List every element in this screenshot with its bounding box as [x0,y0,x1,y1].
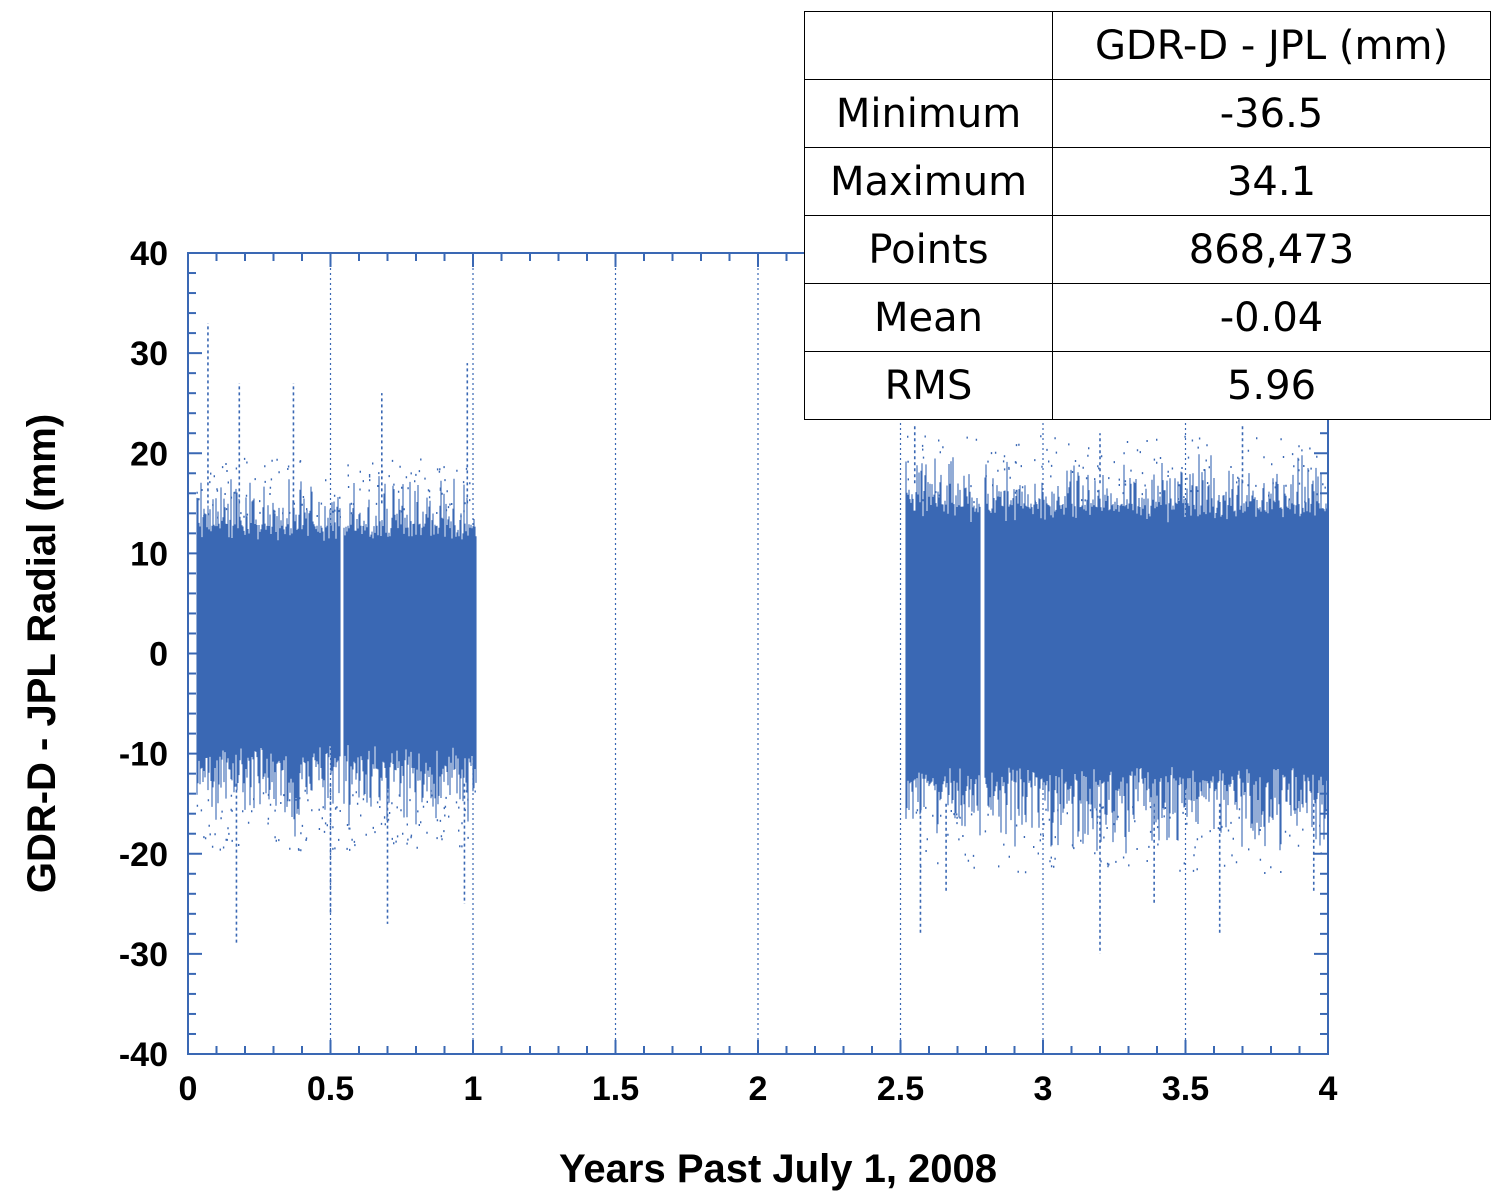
x-tick-labels: 0 0.5 1 1.5 2 2.5 3 3.5 4 [179,1070,1338,1108]
y-axis-title: GDR-D - JPL Radial (mm) [20,414,64,893]
stats-label: Maximum [804,147,1053,216]
x-tick-label: 0.5 [307,1070,354,1108]
y-tick-label: 0 [149,636,168,674]
x-tick-label: 3 [1034,1070,1053,1108]
stats-table: GDR-D - JPL (mm) Minimum -36.5 Maximum 3… [804,11,1491,420]
stats-label: RMS [804,351,1053,420]
stats-row-points: Points 868,473 [804,215,1491,284]
x-tick-label: 1 [464,1070,483,1108]
x-axis-title: Years Past July 1, 2008 [559,1147,997,1191]
data-scatter [196,457,476,852]
x-tick-label: 4 [1319,1070,1338,1108]
stats-value: 868,473 [1052,215,1491,284]
data-series-2 [905,423,1329,954]
data-scatter [907,435,1328,874]
x-tick-label: 2.5 [877,1070,924,1108]
y-tick-labels: 40 30 20 10 0 -10 -20 -30 -40 [119,235,168,1074]
stats-header-empty [804,11,1053,80]
stats-value: 5.96 [1052,351,1491,420]
stats-row-rms: RMS 5.96 [804,351,1491,420]
x-tick-label: 1.5 [592,1070,639,1108]
stats-row-minimum: Minimum -36.5 [804,79,1491,148]
x-tick-label: 0 [179,1070,198,1108]
stats-value: 34.1 [1052,147,1491,216]
y-tick-label: 30 [130,335,168,373]
stats-header-row: GDR-D - JPL (mm) [804,11,1491,80]
data-band [196,476,477,837]
x-tick-label: 3.5 [1162,1070,1209,1108]
data-points [196,323,1329,954]
stats-value: -0.04 [1052,283,1491,352]
y-tick-label: 10 [130,535,168,573]
stats-row-maximum: Maximum 34.1 [804,147,1491,216]
stats-value: -36.5 [1052,79,1491,148]
stats-header-label: GDR-D - JPL (mm) [1052,11,1491,80]
y-tick-label: -10 [119,736,168,774]
stats-label: Points [804,215,1053,284]
data-series-1 [196,323,477,944]
stats-label: Minimum [804,79,1053,148]
x-tick-label: 2 [749,1070,768,1108]
stats-label: Mean [804,283,1053,352]
y-tick-label: -20 [119,836,168,874]
y-tick-label: 20 [130,435,168,473]
stats-row-mean: Mean -0.04 [804,283,1491,352]
y-tick-label: -30 [119,936,168,974]
y-tick-label: -40 [119,1036,168,1074]
y-tick-label: 40 [130,235,168,273]
data-band [905,454,1329,854]
